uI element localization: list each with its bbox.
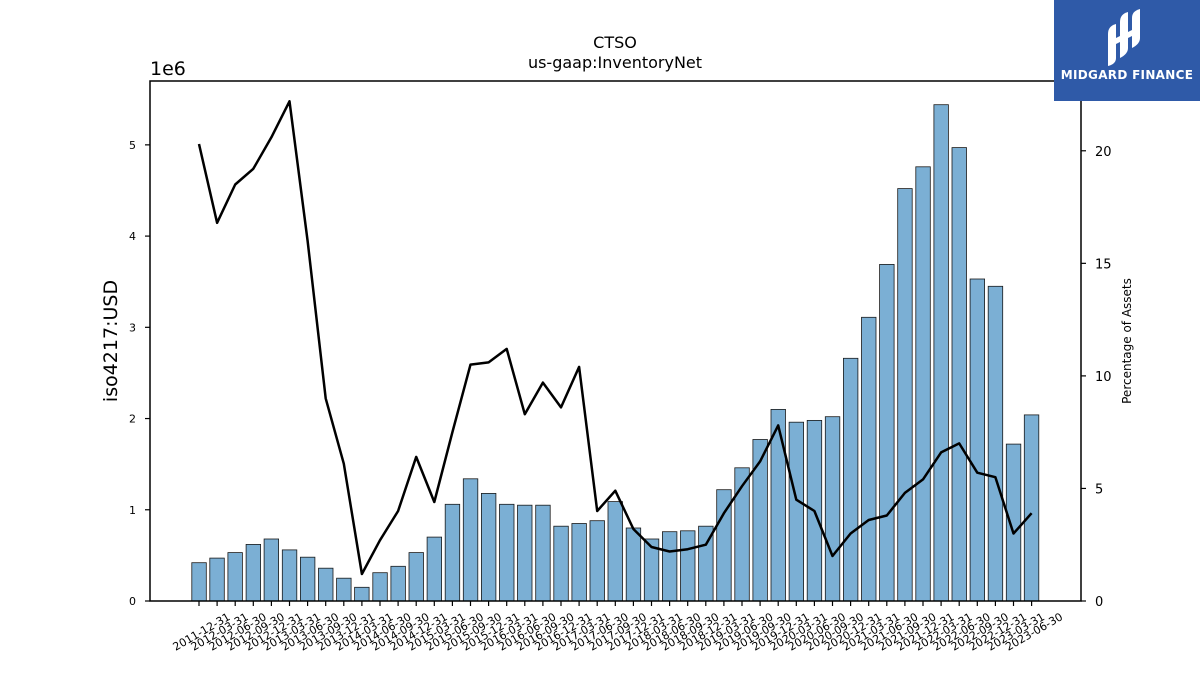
bar [752, 439, 768, 602]
y2-tick-label: 5 [1095, 482, 1103, 497]
bar [589, 520, 605, 602]
y-tick-label: 4 [129, 230, 136, 243]
bar [861, 316, 877, 602]
y-axis-label: iso4217:USD [100, 280, 122, 402]
bar [480, 492, 497, 602]
bar [444, 503, 461, 602]
bar [318, 567, 334, 602]
brand-logo: MIDGARD FINANCE [1054, 0, 1200, 101]
bar [788, 421, 804, 602]
bar [969, 278, 985, 602]
bar [372, 572, 388, 602]
bar [462, 478, 479, 602]
bar [625, 527, 642, 602]
bar [680, 530, 696, 602]
y2-tick-label: 0 [1095, 595, 1103, 610]
bar [662, 531, 678, 602]
bar [191, 562, 207, 602]
bar [390, 565, 406, 602]
y-tick-label: 2 [129, 413, 136, 426]
y-offset-label: 1e6 [150, 58, 186, 80]
bar [408, 552, 424, 602]
y2-tick-label: 20 [1095, 145, 1112, 160]
bar [897, 188, 913, 602]
bar [987, 285, 1004, 602]
bar [336, 577, 352, 602]
bar [245, 544, 262, 602]
y-tick-label: 5 [129, 139, 136, 152]
bar [299, 556, 316, 602]
bar [263, 538, 280, 602]
chart-subtitle: us-gaap:InventoryNet [528, 53, 702, 72]
axes: 012345051015202011-12-312012-03-312012-0… [129, 80, 1112, 654]
chart-title: CTSO [593, 33, 637, 52]
y2-axis-label: Percentage of Assets [1120, 278, 1134, 404]
bar [499, 503, 515, 602]
bar [209, 557, 225, 602]
bar [824, 416, 841, 602]
bar [1023, 414, 1040, 602]
bar [1005, 443, 1022, 602]
bar [879, 263, 895, 602]
bar [553, 525, 569, 602]
bar [951, 147, 967, 602]
bar [281, 549, 298, 602]
y-tick-label: 1 [129, 504, 136, 517]
bar [843, 357, 859, 602]
bar [571, 523, 587, 602]
bar-series [191, 104, 1040, 602]
y-tick-label: 3 [129, 321, 136, 334]
bar [535, 504, 551, 602]
y2-tick-label: 15 [1095, 257, 1112, 272]
bar [517, 504, 533, 602]
logo-mark-icon [1108, 9, 1140, 66]
bar [607, 501, 623, 602]
bar [227, 552, 243, 602]
logo-text: MIDGARD FINANCE [1060, 68, 1194, 82]
bar [354, 586, 370, 602]
bar [933, 104, 949, 602]
line-series [197, 100, 1033, 576]
bar [915, 166, 931, 602]
y2-tick-label: 10 [1095, 370, 1112, 385]
percentage-line [197, 100, 1033, 576]
y-tick-label: 0 [129, 595, 136, 608]
bar [426, 536, 443, 602]
